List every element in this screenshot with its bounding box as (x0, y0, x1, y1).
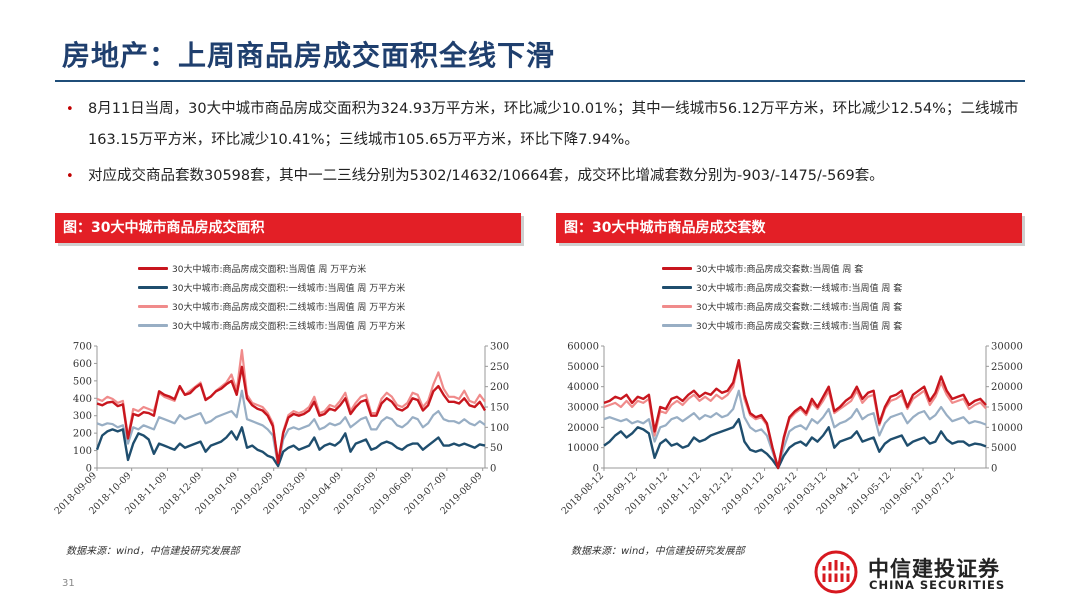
y-left-tick-label: 100 (73, 446, 92, 457)
bullet-dot-icon: • (66, 102, 74, 117)
legend-label: 30大中城市:商品房成交面积:三线城市:当周值 周 万平方米 (172, 322, 406, 332)
legend-label: 30大中城市:商品房成交面积:一线城市:当周值 周 万平方米 (172, 284, 406, 294)
y-left-tick-label: 50000 (567, 362, 599, 373)
bullet-item: • 对应成交商品套数30598套，其中一二三线分别为5302/14632/106… (66, 161, 1036, 192)
y-right-tick-label: 0 (490, 464, 496, 475)
data-source-note: 数据来源：wind，中信建投研究发展部 (66, 546, 240, 557)
legend-item: 30大中城市:商品房成交面积:二线城市:当周值 周 万平方米 (138, 297, 405, 316)
legend-swatch (662, 267, 692, 270)
legend-swatch (138, 305, 168, 308)
legend-item: 30大中城市:商品房成交套数:一线城市:当周值 周 套 (662, 278, 902, 297)
y-right-tick-label: 250 (490, 362, 509, 373)
bullet-text: 对应成交商品套数30598套，其中一二三线分别为5302/14632/10664… (88, 168, 884, 184)
y-left-tick-label: 600 (73, 359, 92, 370)
units-line-chart: 0 10000 20000 30000 40000 50000 60000 0 5000 1000… (560, 342, 1023, 517)
y-right-tick-label: 300 (490, 342, 509, 353)
logo-chinese-text: 中信建投证券 (868, 557, 1000, 581)
y-left-tick-label: 10000 (567, 443, 599, 454)
chart-legend: 30大中城市:商品房成交面积:当周值 周 万平方米 30大中城市:商品房成交面积… (138, 259, 405, 335)
legend-label: 30大中城市:商品房成交套数:三线城市:当周值 周 套 (696, 322, 903, 332)
legend-swatch (138, 286, 168, 289)
legend-item: 30大中城市:商品房成交套数:当周值 周 套 (662, 259, 902, 278)
y-left-tick-label: 0 (86, 464, 92, 475)
page-title: 房地产：上周商品房成交面积全线下滑 (62, 39, 556, 72)
legend-label: 30大中城市:商品房成交面积:当周值 周 万平方米 (172, 265, 367, 275)
y-right-tick-label: 20000 (991, 382, 1023, 393)
y-right-tick-label: 150 (490, 403, 509, 414)
legend-label: 30大中城市:商品房成交套数:当周值 周 套 (696, 265, 864, 275)
chart-legend: 30大中城市:商品房成交套数:当周值 周 套 30大中城市:商品房成交套数:一线… (662, 259, 902, 335)
y-right-tick-label: 50 (490, 443, 503, 454)
y-right-tick-label: 30000 (991, 342, 1023, 353)
logo-english-text: CHINA SECURITIES (869, 578, 1006, 592)
series-line (96, 365, 487, 465)
legend-item: 30大中城市:商品房成交面积:当周值 周 万平方米 (138, 259, 405, 278)
y-right-tick-label: 0 (991, 464, 997, 475)
legend-swatch (138, 267, 168, 270)
company-logo: 中信建投证券 CHINA SECURITIES (812, 550, 1042, 594)
series-line (603, 359, 987, 470)
y-right-tick-label: 100 (490, 423, 509, 434)
series-line (603, 389, 987, 470)
y-left-tick-label: 60000 (567, 342, 599, 353)
bullet-dot-icon: • (66, 169, 74, 184)
chart-title: 图：30大中城市商品房成交套数 (556, 213, 1022, 243)
series-line (603, 361, 987, 470)
y-right-tick-label: 10000 (991, 423, 1023, 434)
legend-label: 30大中城市:商品房成交面积:二线城市:当周值 周 万平方米 (172, 303, 406, 313)
chart-panel-units: 图：30大中城市商品房成交套数 30大中城市:商品房成交套数:当周值 周 套 3… (556, 213, 1026, 543)
y-right-tick-label: 25000 (991, 362, 1023, 373)
legend-label: 30大中城市:商品房成交套数:一线城市:当周值 周 套 (696, 284, 903, 294)
bullet-item: • 8月11日当周，30大中城市商品房成交面积为324.93万平方米，环比减少1… (66, 94, 1036, 156)
y-left-tick-label: 300 (73, 411, 92, 422)
y-right-tick-label: 200 (490, 382, 509, 393)
area-line-chart: 0 100 200 300 400 500 600 700 0 50 100 150 200 250 300… (53, 342, 509, 517)
bullet-text: 8月11日当周，30大中城市商品房成交面积为324.93万平方米，环比减少10.… (88, 101, 1019, 148)
series-line (96, 389, 486, 468)
title-underline (55, 80, 1025, 82)
series-line (95, 426, 486, 468)
series-line (603, 417, 987, 470)
legend-swatch (662, 286, 692, 289)
citic-logo-icon (814, 550, 858, 594)
chart-panel-area: 图：30大中城市商品房成交面积 30大中城市:商品房成交面积:当周值 周 万平方… (53, 213, 525, 543)
y-left-tick-label: 700 (73, 342, 92, 353)
y-left-tick-label: 400 (73, 394, 92, 405)
y-right-tick-label: 5000 (991, 443, 1016, 454)
series-line (96, 349, 486, 468)
legend-item: 30大中城市:商品房成交面积:三线城市:当周值 周 万平方米 (138, 316, 405, 335)
legend-item: 30大中城市:商品房成交套数:二线城市:当周值 周 套 (662, 297, 902, 316)
y-left-tick-label: 40000 (567, 382, 599, 393)
legend-label: 30大中城市:商品房成交套数:二线城市:当周值 周 套 (696, 303, 903, 313)
y-left-tick-label: 20000 (567, 423, 599, 434)
legend-item: 30大中城市:商品房成交套数:三线城市:当周值 周 套 (662, 316, 902, 335)
legend-swatch (662, 324, 692, 327)
legend-swatch (138, 324, 168, 327)
y-left-tick-label: 0 (593, 464, 599, 475)
y-left-tick-label: 30000 (567, 403, 599, 414)
y-right-tick-label: 15000 (991, 403, 1023, 414)
chart-title: 图：30大中城市商品房成交面积 (55, 213, 521, 243)
page-number: 31 (62, 578, 75, 589)
y-left-tick-label: 500 (73, 376, 92, 387)
bullet-list: • 8月11日当周，30大中城市商品房成交面积为324.93万平方米，环比减少1… (66, 94, 1036, 192)
legend-swatch (662, 305, 692, 308)
data-source-note: 数据来源：wind，中信建投研究发展部 (571, 546, 745, 557)
legend-item: 30大中城市:商品房成交面积:一线城市:当周值 周 万平方米 (138, 278, 405, 297)
y-left-tick-label: 200 (73, 429, 92, 440)
